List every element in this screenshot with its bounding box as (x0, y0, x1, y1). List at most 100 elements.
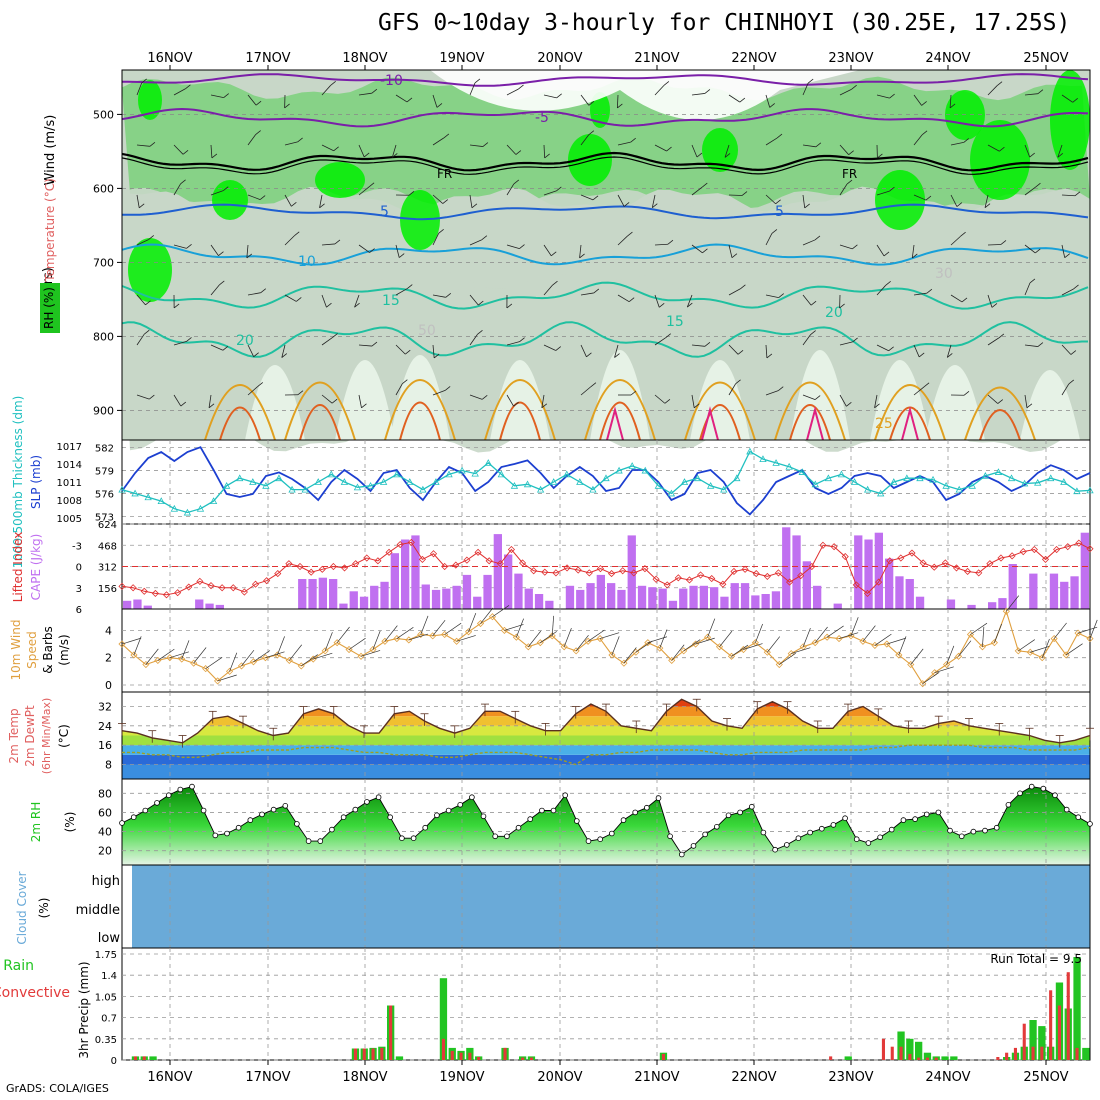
wind-barb (767, 636, 781, 653)
wind-barb (210, 190, 224, 196)
li-point (274, 570, 282, 578)
wind-barb (913, 134, 923, 146)
li-point (229, 584, 237, 592)
li-point (919, 559, 927, 567)
wind-barb (217, 674, 237, 682)
thickness-point (379, 478, 388, 485)
wind-barb (922, 672, 940, 684)
precip-conv-bar (996, 1057, 1000, 1060)
isotherm-label: 15 (666, 314, 684, 330)
precip-conv-bar (441, 1038, 445, 1060)
wind-barb-flag (515, 150, 522, 155)
wind-barb-flag (1029, 278, 1036, 284)
rh-point (177, 786, 184, 793)
li-point (296, 562, 304, 571)
wind-barb-flag (284, 103, 290, 109)
li-point (808, 562, 816, 571)
thickness-point (1086, 486, 1094, 494)
wind-barb-flag (588, 101, 595, 106)
cape-bar (401, 539, 410, 609)
wind-barb (987, 244, 1002, 246)
x-date-label-top: 22NOV (731, 51, 776, 66)
wind-barb (728, 244, 733, 258)
rh2m-axis-label: 2m RH (29, 802, 43, 843)
wind-barb (395, 94, 408, 103)
wind-speed-point (847, 632, 855, 640)
precip-conv-bar (380, 1047, 384, 1060)
li-point (730, 567, 738, 576)
x-date-label-bottom: 25NOV (1023, 1070, 1068, 1085)
wind-barb (580, 292, 594, 296)
freezing-level (121, 151, 1089, 172)
rh-legend-swatch (40, 283, 60, 333)
cape-bar (761, 594, 770, 609)
wind-barb (876, 344, 889, 352)
rh-high-blob (702, 128, 738, 172)
wind-barb-flag (1070, 350, 1077, 355)
wind-barb-flag (776, 133, 783, 139)
wind-barb-flag (766, 353, 773, 359)
cape-bar (668, 600, 678, 609)
cape-bar (905, 579, 914, 609)
wind-barb (543, 144, 546, 159)
wind-barb (886, 637, 907, 645)
rh-point (282, 802, 289, 809)
rh-tick-label: 80 (98, 787, 112, 800)
li-point (118, 582, 126, 590)
li-point (741, 565, 749, 573)
wind-barb (876, 190, 890, 196)
wind-barb (654, 294, 660, 308)
isotherm-30 (599, 401, 641, 441)
wind-barb (145, 648, 159, 665)
wind-speed-point (512, 633, 520, 641)
precip-conv-bar (881, 1038, 885, 1060)
thickness-point (890, 478, 898, 485)
wind-barb (587, 629, 605, 642)
wind-barb-flag (883, 251, 890, 257)
li-point (763, 572, 771, 580)
x-date-label-bottom: 16NOV (147, 1070, 192, 1085)
wind-barb-flag (333, 146, 339, 152)
cape-bar (658, 588, 667, 609)
wind-barb (651, 194, 656, 208)
wind-barb-flag (888, 346, 894, 352)
wind-barb (958, 640, 972, 657)
slp-panel-frame (121, 439, 1091, 525)
precip-panel-frame (121, 947, 1091, 1061)
cape-bar (308, 579, 317, 609)
isotherm-label: 20 (236, 333, 254, 349)
precip-total-bar (923, 1052, 932, 1060)
thickness-point (458, 466, 466, 474)
wind-barb (599, 632, 620, 639)
isotherm-30 (979, 409, 1021, 441)
thickness-point (236, 474, 244, 482)
wind-barb-flag (330, 81, 336, 86)
wind-barb (691, 93, 705, 96)
rh2m-units-label: (%) (63, 812, 77, 833)
wind-speed-line (121, 609, 1091, 685)
wind-barb-flag (149, 141, 156, 147)
wind-speed-point (357, 652, 365, 660)
thickness-point (916, 474, 924, 482)
wind-barb (654, 85, 665, 96)
rh-point (643, 804, 650, 811)
rh-point (352, 806, 359, 813)
thickness-point (340, 478, 349, 485)
wind-barb (247, 386, 259, 396)
rh-point (480, 813, 487, 820)
temp-tick-label: 32 (98, 701, 112, 714)
precip-conv-bar (661, 1053, 665, 1060)
wind-barb-flag (874, 403, 880, 409)
wind-speed-point (465, 628, 473, 636)
precip-conv-bar (371, 1048, 375, 1060)
wind-speed-point (1086, 635, 1094, 643)
wind-barb-flag (667, 239, 674, 245)
wind-speed-point (1002, 607, 1010, 615)
thickness-point (863, 485, 872, 493)
wind-barb-flag (544, 153, 550, 159)
wind-barb (319, 194, 323, 208)
cape-bar (679, 588, 688, 609)
rh-point (970, 828, 977, 835)
rh-low-plume (790, 350, 850, 440)
wind-speed-point (883, 640, 891, 648)
